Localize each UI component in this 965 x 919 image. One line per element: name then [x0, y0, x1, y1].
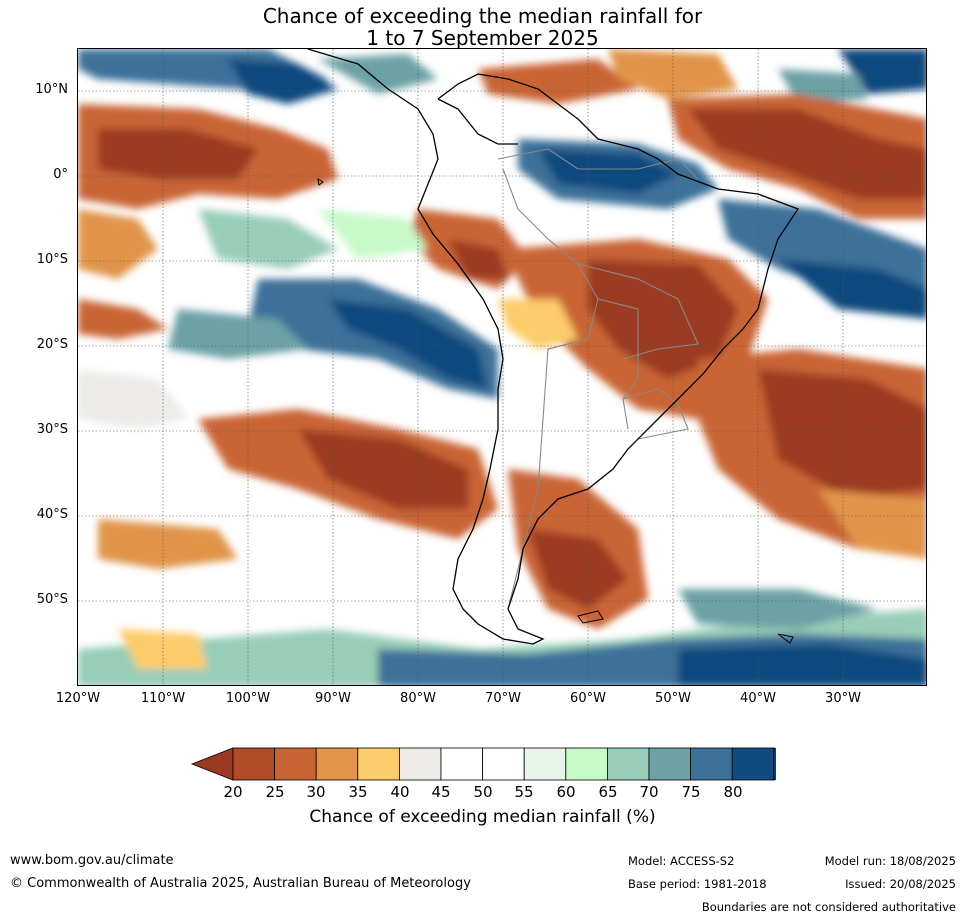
colorbar-label: Chance of exceeding median rainfall (%): [309, 807, 656, 827]
lat-label-0: 0°: [53, 167, 68, 182]
map-gridlines: [78, 49, 926, 685]
lat-label-10s: 10°S: [36, 252, 68, 267]
colorbar-tick-70: 70: [639, 783, 659, 801]
colorbar-cell: [565, 747, 608, 781]
lon-label-60w: 60°W: [570, 691, 606, 706]
colorbar-extend-high: [773, 747, 776, 781]
base-period: Base period: 1981-2018: [628, 877, 767, 891]
website-link[interactable]: www.bom.gov.au/climate: [10, 853, 174, 868]
colorbar-tick-80: 80: [723, 783, 743, 801]
coastline: [307, 49, 799, 645]
rainfall-probability-map: [77, 48, 927, 686]
lon-label-70w: 70°W: [485, 691, 521, 706]
colorbar-tick-55: 55: [514, 783, 534, 801]
lon-label-110w: 110°W: [140, 691, 186, 706]
colorbar-tick-65: 65: [598, 783, 618, 801]
lat-label-30s: 30°S: [36, 422, 68, 437]
colorbar-tick-50: 50: [473, 783, 493, 801]
colorbar-extend-low: [190, 747, 234, 781]
lon-label-40w: 40°W: [740, 691, 776, 706]
map-title-line-1: Chance of exceeding the median rainfall …: [262, 4, 703, 28]
colorbar-tick-20: 20: [223, 783, 243, 801]
lat-label-50s: 50°S: [36, 592, 68, 607]
lon-label-50w: 50°W: [655, 691, 691, 706]
lat-label-10n: 10°N: [35, 82, 68, 97]
colorbar-tick-30: 30: [306, 783, 326, 801]
lon-label-120w: 120°W: [55, 691, 101, 706]
colorbar-tick-35: 35: [348, 783, 368, 801]
colorbar-cell: [315, 747, 359, 781]
model-name: Model: ACCESS-S2: [628, 854, 735, 868]
colorbar-cell: [398, 747, 442, 781]
lat-label-40s: 40°S: [36, 507, 68, 522]
colorbar-cell: [232, 747, 275, 781]
colorbar-tick-60: 60: [556, 783, 576, 801]
lon-label-30w: 30°W: [825, 691, 861, 706]
colorbar-tick-45: 45: [431, 783, 451, 801]
colorbar-cell: [690, 747, 733, 781]
colorbar-tick-75: 75: [681, 783, 701, 801]
lon-label-100w: 100°W: [225, 691, 271, 706]
colorbar-tick-40: 40: [390, 783, 410, 801]
colorbar-cell: [440, 747, 483, 781]
islands: [317, 178, 794, 644]
colorbar-cell: [606, 747, 650, 781]
model-run-date: Model run: 18/08/2025: [824, 854, 956, 868]
colorbar-tick-25: 25: [265, 783, 285, 801]
country-borders: [497, 148, 699, 610]
lon-label-80w: 80°W: [400, 691, 436, 706]
colorbar-cell: [523, 747, 567, 781]
map-title-line-2: 1 to 7 September 2025: [366, 26, 599, 50]
lat-label-20s: 20°S: [36, 337, 68, 352]
colorbar-cell: [274, 747, 317, 781]
colorbar-cell: [731, 747, 775, 781]
colorbar-cell: [357, 747, 400, 781]
copyright-text: © Commonwealth of Australia 2025, Austra…: [10, 876, 471, 891]
issued-date: Issued: 20/08/2025: [845, 877, 956, 891]
colorbar-cell: [482, 747, 525, 781]
colorbar-cell: [648, 747, 691, 781]
boundaries-disclaimer: Boundaries are not considered authoritat…: [701, 900, 956, 914]
colorbar: [190, 747, 776, 781]
lon-label-90w: 90°W: [315, 691, 351, 706]
